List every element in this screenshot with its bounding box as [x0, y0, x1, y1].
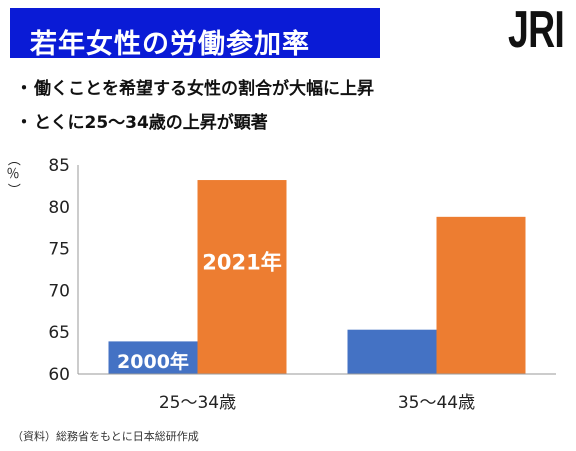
- bar-series2: [436, 216, 526, 374]
- series-label: 2000年: [117, 350, 189, 373]
- bullet-dot: ・: [15, 113, 33, 133]
- title-banner: 若年女性の労働参加率: [10, 8, 380, 60]
- bullet-dot: ・: [15, 79, 33, 99]
- y-tick-label: 70: [48, 281, 70, 301]
- x-tick-label: 25～34歳: [159, 393, 236, 413]
- bar-series1: [108, 341, 198, 374]
- y-axis-unit-label: （％）: [2, 152, 24, 197]
- bar-series2: [197, 180, 287, 374]
- y-tick-label: 75: [48, 240, 70, 260]
- y-tick-label: 85: [48, 156, 70, 176]
- bullet-list: ・働くことを希望する女性の割合が大幅に上昇 ・とくに25～34歳の上昇が顕著: [14, 78, 375, 146]
- jri-logo: JRI: [508, 1, 565, 59]
- y-axis-unit-char: ％: [6, 167, 20, 182]
- bar-series1: [347, 329, 437, 374]
- y-tick-label: 80: [48, 198, 70, 218]
- bars: [108, 180, 526, 374]
- page-title: 若年女性の労働参加率: [30, 29, 310, 60]
- x-tick-labels: 25～34歳 35～44歳: [159, 393, 475, 413]
- y-tick-label: 65: [48, 323, 70, 343]
- source-note: （資料）総務省をもとに日本総研作成: [12, 430, 199, 443]
- series-labels: 2000年 2021年: [117, 250, 282, 373]
- y-tick-label: 60: [48, 365, 70, 385]
- bullet-text: とくに25～34歳の上昇が顕著: [34, 113, 268, 133]
- bullet-text: 働くことを希望する女性の割合が大幅に上昇: [34, 79, 374, 99]
- bullet-item: ・とくに25～34歳の上昇が顕著: [14, 112, 374, 146]
- x-tick-label: 35～44歳: [398, 393, 475, 413]
- bullet-item: ・働くことを希望する女性の割合が大幅に上昇: [14, 78, 375, 112]
- y-tick-labels: 60 65 70 75 80 85: [48, 156, 70, 385]
- series-label: 2021年: [202, 250, 281, 274]
